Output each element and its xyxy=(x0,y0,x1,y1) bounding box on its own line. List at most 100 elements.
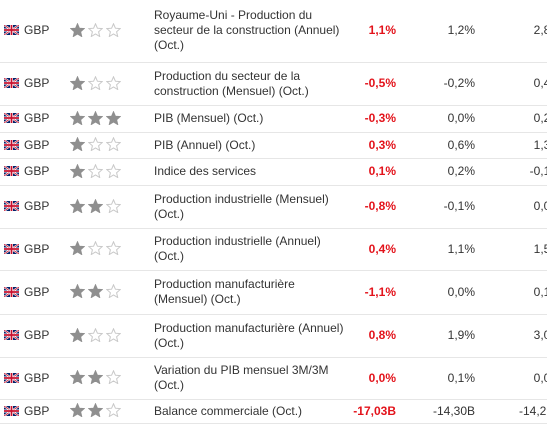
star-filled-icon xyxy=(88,198,103,213)
star-empty-icon xyxy=(88,327,103,342)
event-name[interactable]: Balance commerciale (Oct.) xyxy=(154,403,303,418)
importance-rating xyxy=(70,314,154,357)
currency-cell: GBP xyxy=(0,314,70,357)
star-filled-icon xyxy=(70,241,85,255)
previous-value: -0,1% xyxy=(529,164,547,178)
actual-value: 0,3% xyxy=(368,137,396,152)
event-name[interactable]: Production manufacturière (Mensuel) (Oct… xyxy=(154,277,295,306)
importance-rating xyxy=(70,270,154,314)
currency-cell: GBP xyxy=(0,399,70,423)
currency-cell: GBP xyxy=(0,270,70,314)
star-empty-icon xyxy=(106,75,121,90)
importance-rating xyxy=(70,132,154,158)
currency-code: GBP xyxy=(24,370,50,385)
forecast-value: 0,6% xyxy=(447,137,475,152)
uk-flag-icon xyxy=(3,329,20,341)
importance-rating xyxy=(70,185,154,228)
currency-cell: GBP xyxy=(0,228,70,270)
uk-flag-icon xyxy=(3,242,20,255)
star-empty-icon xyxy=(88,75,103,90)
table-row[interactable]: GBP Variation du PIB mensuel 3M/3M (Oct.… xyxy=(0,357,547,399)
star-empty-icon xyxy=(88,241,103,255)
star-filled-icon xyxy=(106,110,121,125)
star-empty-icon xyxy=(88,137,103,151)
star-empty-icon xyxy=(106,198,121,213)
currency-code: GBP xyxy=(24,241,50,256)
actual-value: 0,1% xyxy=(368,164,396,178)
uk-flag-icon xyxy=(3,77,20,89)
table-row[interactable]: GBP Production du secteur de la construc… xyxy=(0,62,547,105)
star-filled-icon xyxy=(70,198,85,213)
actual-value: -17,03B xyxy=(353,403,396,418)
forecast-value: 0,1% xyxy=(447,370,475,385)
uk-flag-icon xyxy=(3,112,20,124)
event-name[interactable]: PIB (Annuel) (Oct.) xyxy=(154,137,256,152)
star-empty-icon xyxy=(88,22,103,37)
currency-code: GBP xyxy=(24,328,50,342)
star-filled-icon xyxy=(70,327,85,342)
actual-value: -0,5% xyxy=(364,76,396,90)
previous-value: 0,2% xyxy=(533,111,547,125)
table-row[interactable]: GBP Balance commerciale (Oct.) -17,03B -… xyxy=(0,399,547,423)
star-empty-icon xyxy=(106,137,121,151)
actual-value: -1,1% xyxy=(364,284,396,299)
previous-value: 0,1% xyxy=(533,284,547,299)
currency-code: GBP xyxy=(24,23,50,38)
forecast-value: 1,2% xyxy=(447,23,475,38)
currency-code: GBP xyxy=(24,199,50,213)
star-empty-icon xyxy=(106,327,121,342)
star-filled-icon xyxy=(70,137,85,151)
importance-rating xyxy=(70,62,154,105)
currency-code: GBP xyxy=(24,284,50,299)
table-row[interactable]: GBP Royaume-Uni - Production du secteur … xyxy=(0,0,547,62)
event-name[interactable]: Production industrielle (Annuel) (Oct.) xyxy=(154,234,321,263)
forecast-value: 0,0% xyxy=(447,284,475,299)
event-name[interactable]: Variation du PIB mensuel 3M/3M (Oct.) xyxy=(154,363,329,392)
star-filled-icon xyxy=(70,403,85,417)
star-filled-icon xyxy=(70,75,85,90)
table-row[interactable]: GBP Indice des services 0,1% 0,2% -0,1% xyxy=(0,158,547,185)
star-empty-icon xyxy=(106,403,121,417)
table-row[interactable]: GBP PIB (Mensuel) (Oct.) -0,3% 0,0% 0,2% xyxy=(0,105,547,132)
table-row[interactable]: GBP Production manufacturière (Annuel) (… xyxy=(0,314,547,357)
currency-cell: GBP xyxy=(0,105,70,132)
star-filled-icon xyxy=(88,370,103,384)
table-row[interactable]: GBP Production industrielle (Annuel) (Oc… xyxy=(0,228,547,270)
event-name[interactable]: Production manufacturière (Annuel) (Oct.… xyxy=(154,320,344,350)
event-name[interactable]: Production du secteur de la construction… xyxy=(154,68,309,98)
previous-value: 0,0% xyxy=(533,370,547,385)
currency-cell: GBP xyxy=(0,357,70,399)
uk-flag-icon xyxy=(3,371,20,384)
actual-value: 0,4% xyxy=(368,241,396,256)
table-row[interactable]: GBP Production industrielle (Mensuel) (O… xyxy=(0,185,547,228)
currency-code: GBP xyxy=(24,164,50,178)
forecast-value: -14,30B xyxy=(432,403,475,418)
previous-value: 3,0% xyxy=(533,328,547,342)
event-name[interactable]: Royaume-Uni - Production du secteur de l… xyxy=(154,8,340,53)
importance-rating xyxy=(70,105,154,132)
event-name[interactable]: Indice des services xyxy=(154,164,257,178)
forecast-value: 1,1% xyxy=(447,241,475,256)
importance-rating xyxy=(70,158,154,185)
star-empty-icon xyxy=(106,284,121,298)
currency-code: GBP xyxy=(24,137,50,152)
actual-value: -0,3% xyxy=(364,111,396,125)
event-name[interactable]: PIB (Mensuel) (Oct.) xyxy=(154,111,264,125)
uk-flag-icon xyxy=(3,200,20,212)
event-name[interactable]: Production industrielle (Mensuel) (Oct.) xyxy=(154,191,329,221)
importance-rating xyxy=(70,357,154,399)
uk-flag-icon xyxy=(3,24,20,37)
uk-flag-icon xyxy=(3,165,20,177)
currency-cell: GBP xyxy=(0,132,70,158)
table-row[interactable]: GBP PIB (Annuel) (Oct.) 0,3% 0,6% 1,3% xyxy=(0,132,547,158)
star-filled-icon xyxy=(70,284,85,298)
star-empty-icon xyxy=(106,163,121,178)
currency-cell: GBP xyxy=(0,185,70,228)
star-filled-icon xyxy=(70,22,85,37)
previous-value: 0,4% xyxy=(533,76,547,90)
table-row[interactable]: GBP Production manufacturière (Mensuel) … xyxy=(0,270,547,314)
actual-value: -0,8% xyxy=(364,199,396,213)
forecast-value: 0,2% xyxy=(447,164,475,178)
